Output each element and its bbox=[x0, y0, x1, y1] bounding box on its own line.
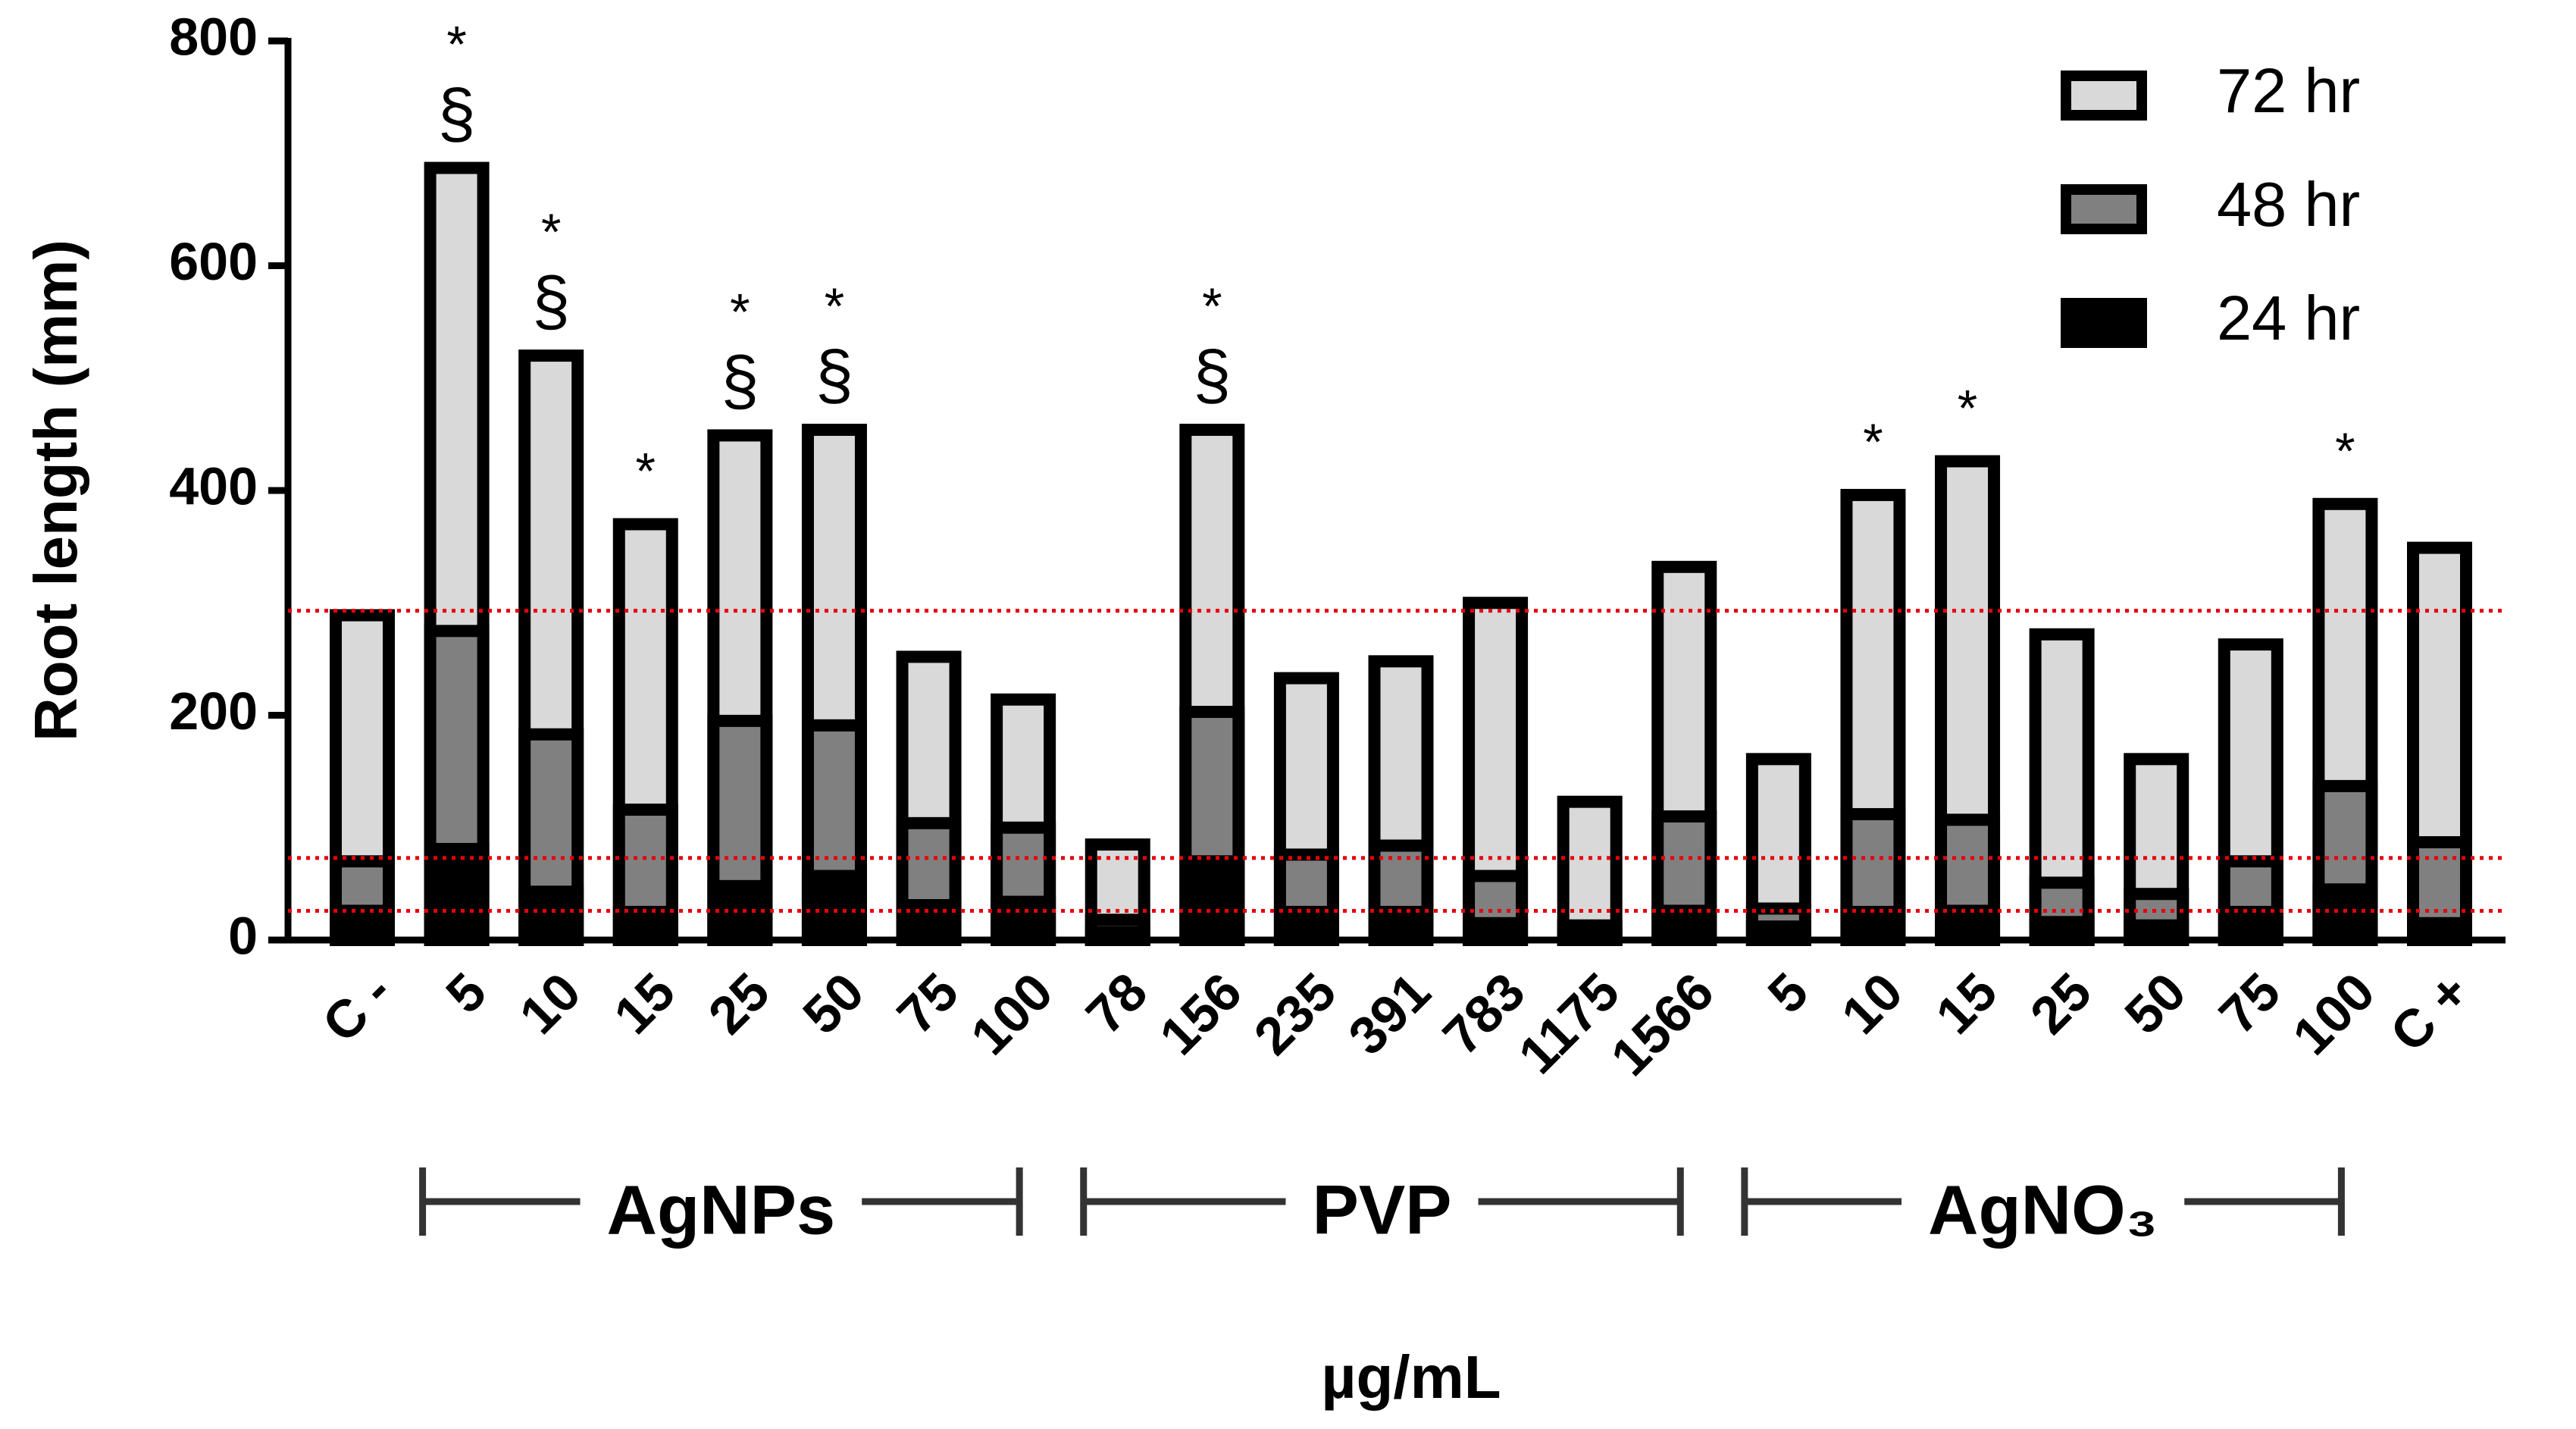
bar bbox=[1935, 904, 2001, 946]
bar bbox=[1368, 905, 1434, 946]
bar bbox=[1179, 855, 1245, 946]
x-tick-label: 5 bbox=[1757, 962, 1820, 1025]
y-tick-label: 200 bbox=[169, 682, 258, 741]
x-tick-label: 75 bbox=[2208, 962, 2291, 1045]
significance-mark: * bbox=[541, 203, 561, 261]
significance-mark: * bbox=[446, 15, 466, 73]
x-tick-label: 10 bbox=[1830, 962, 1914, 1045]
x-tick-label: 100 bbox=[959, 962, 1064, 1067]
bar bbox=[2218, 905, 2283, 946]
bar bbox=[330, 904, 395, 946]
x-tick-label: 391 bbox=[1337, 962, 1441, 1067]
x-tick-label: 1566 bbox=[1600, 962, 1725, 1087]
x-tick-label: 235 bbox=[1243, 962, 1347, 1067]
significance-mark: * bbox=[730, 283, 750, 340]
group-label: PVP bbox=[1312, 1171, 1451, 1249]
x-tick-label: 75 bbox=[886, 962, 969, 1045]
bar bbox=[424, 842, 490, 946]
bar bbox=[518, 885, 584, 946]
legend-label: 24 hr bbox=[2217, 283, 2360, 353]
legend-swatch bbox=[2061, 184, 2147, 234]
significance-mark: * bbox=[636, 442, 656, 500]
x-tick-label: 10 bbox=[509, 962, 592, 1045]
y-tick-label: 400 bbox=[169, 456, 258, 516]
x-tick-label: 25 bbox=[697, 962, 781, 1045]
bar bbox=[1557, 795, 1623, 946]
y-tick-label: 0 bbox=[228, 906, 258, 965]
bar bbox=[707, 879, 773, 946]
x-tick-label: 50 bbox=[2114, 962, 2197, 1045]
significance-mark: * bbox=[1202, 277, 1222, 335]
x-tick-label: C - bbox=[311, 962, 403, 1054]
section-mark: § bbox=[1193, 338, 1231, 414]
x-tick-label: 15 bbox=[603, 962, 686, 1045]
x-tick-label: 78 bbox=[1075, 962, 1158, 1045]
bar bbox=[896, 899, 962, 946]
x-tick-label: 25 bbox=[2019, 962, 2102, 1045]
bar bbox=[1651, 904, 1717, 946]
x-tick-label: 100 bbox=[2281, 962, 2386, 1067]
x-tick-label: 1175 bbox=[1507, 962, 1631, 1086]
section-mark: § bbox=[532, 264, 570, 340]
significance-mark: * bbox=[825, 277, 844, 335]
significance-mark: * bbox=[2335, 422, 2355, 480]
significance-mark: * bbox=[1863, 413, 1883, 471]
bar bbox=[801, 870, 867, 947]
bar bbox=[1273, 905, 1339, 946]
legend-swatch bbox=[2061, 71, 2147, 121]
group-label: AgNPs bbox=[607, 1171, 836, 1249]
y-tick-label: 600 bbox=[169, 232, 258, 291]
section-mark: § bbox=[438, 76, 476, 152]
x-tick-label: 156 bbox=[1148, 962, 1253, 1067]
bar bbox=[991, 895, 1056, 946]
legend-label: 72 hr bbox=[2217, 55, 2360, 126]
significance-mark: * bbox=[1958, 379, 1977, 437]
bar bbox=[612, 905, 678, 946]
x-tick-label: 5 bbox=[435, 962, 498, 1025]
group-label: AgNO₃ bbox=[1928, 1171, 2158, 1249]
bar bbox=[1840, 905, 1906, 946]
y-tick-label: 800 bbox=[169, 7, 258, 66]
legend-label: 48 hr bbox=[2217, 169, 2360, 240]
x-tick-label: C + bbox=[2379, 962, 2481, 1064]
x-tick-label: 15 bbox=[1925, 962, 2008, 1045]
legend-swatch bbox=[2061, 298, 2147, 348]
section-mark: § bbox=[815, 338, 853, 414]
y-axis-title: Root length (mm) bbox=[22, 240, 89, 741]
section-mark: § bbox=[721, 343, 759, 419]
x-tick-label: 50 bbox=[791, 962, 875, 1045]
x-axis-title: µg/mL bbox=[1321, 1343, 1501, 1411]
bar bbox=[2312, 883, 2378, 946]
